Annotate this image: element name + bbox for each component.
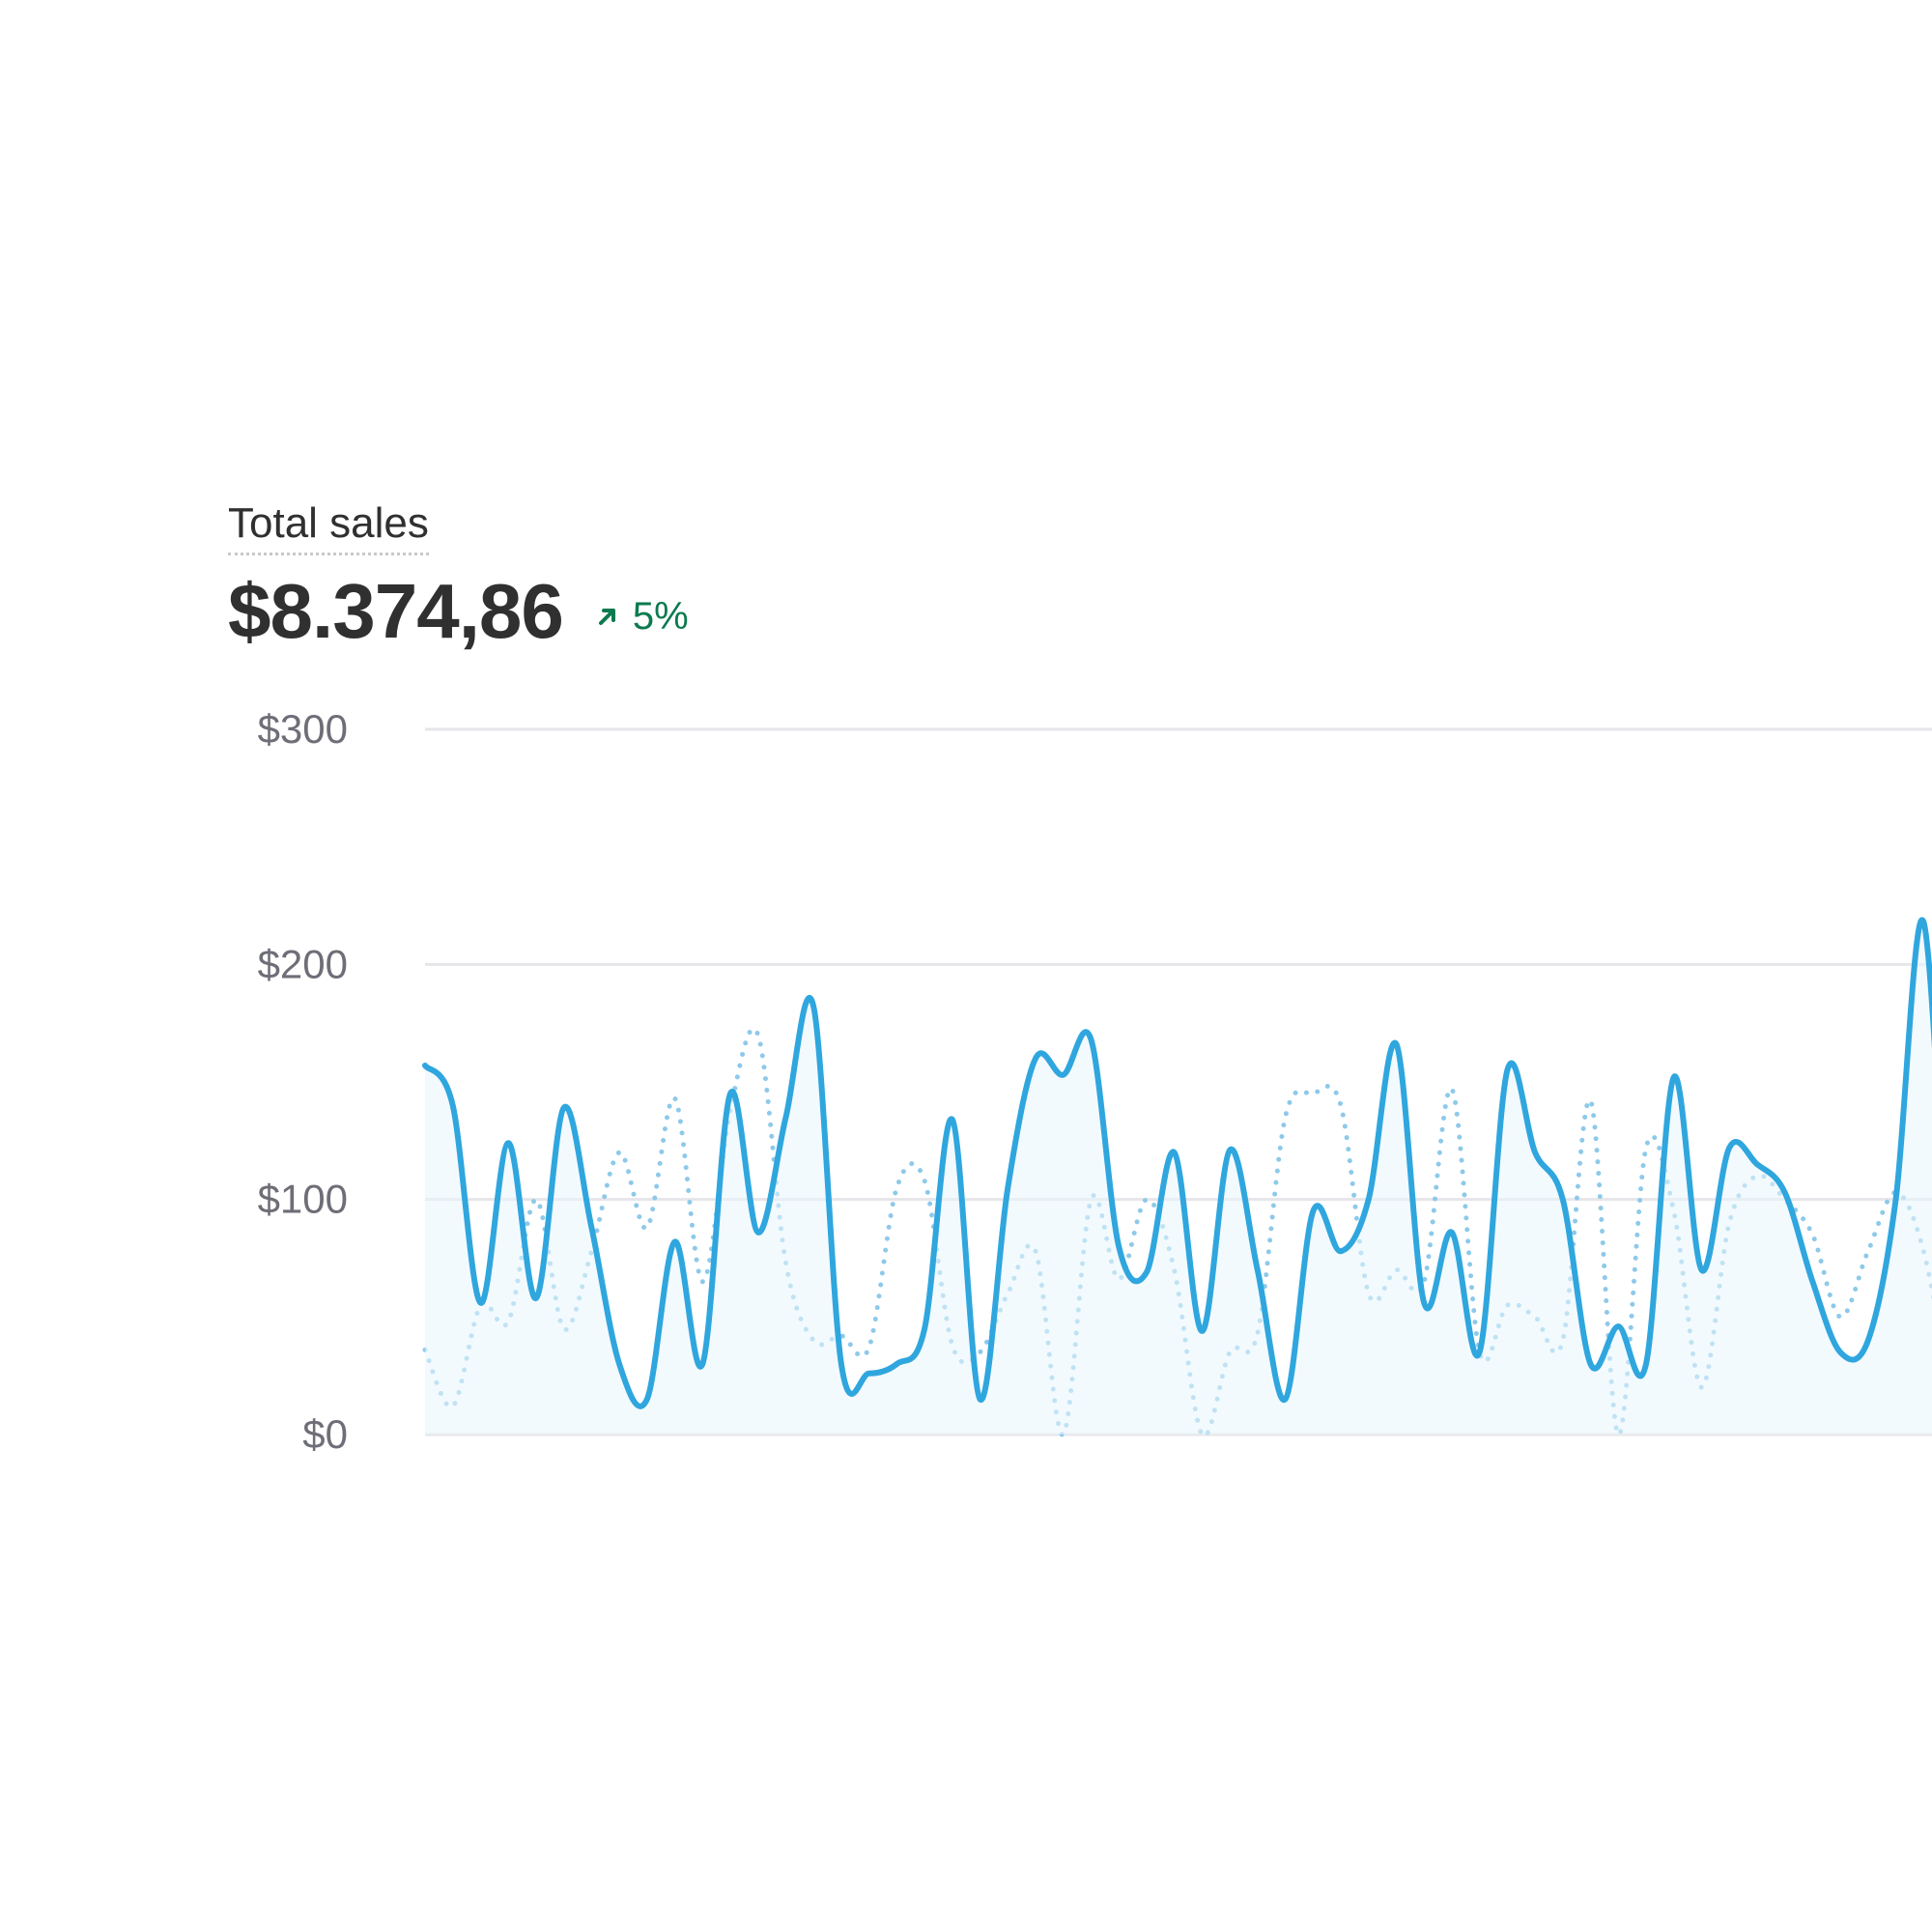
metric-value: $8.374,86 <box>228 568 564 654</box>
y-tick-label: $100 <box>258 1177 348 1222</box>
y-tick-label: $300 <box>258 706 348 752</box>
y-tick-label: $200 <box>258 941 348 986</box>
y-tick-label: $0 <box>302 1411 348 1457</box>
primary-series-line <box>422 917 1932 1409</box>
metric-summary: $8.374,86 5% <box>228 568 689 655</box>
metric-title[interactable]: Total sales <box>228 498 429 555</box>
metric-change-value: 5% <box>632 594 689 638</box>
arrow-up-right-icon <box>598 609 615 625</box>
metric-change-badge: 5% <box>594 585 689 639</box>
